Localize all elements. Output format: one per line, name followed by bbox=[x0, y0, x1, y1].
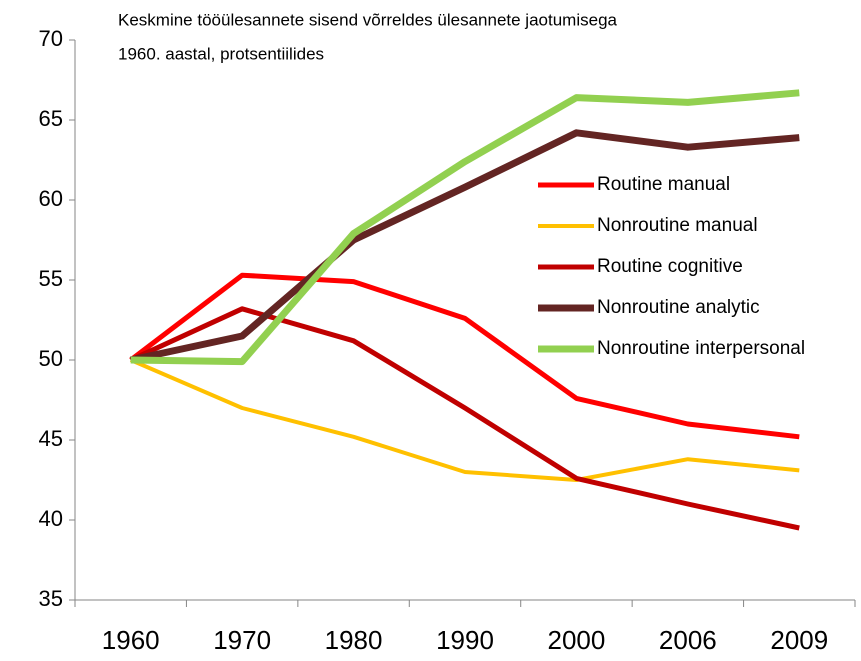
chart-title: 1960. aastal, protsentiilides bbox=[118, 44, 324, 63]
y-tick-label: 60 bbox=[39, 186, 63, 211]
y-tick-label: 45 bbox=[39, 426, 63, 451]
series-line bbox=[130, 89, 800, 366]
legend-label: Nonroutine interpersonal bbox=[597, 338, 805, 359]
x-tick-label: 2009 bbox=[770, 625, 828, 655]
series-line bbox=[129, 358, 800, 482]
y-tick-label: 65 bbox=[39, 106, 63, 131]
y-tick-label: 40 bbox=[39, 506, 63, 531]
legend-label: Routine manual bbox=[597, 174, 730, 195]
x-tick-label: 1960 bbox=[102, 625, 160, 655]
x-tick-label: 1970 bbox=[213, 625, 271, 655]
legend-label: Nonroutine manual bbox=[597, 215, 758, 236]
x-tick-label: 2006 bbox=[659, 625, 717, 655]
series-line bbox=[129, 306, 800, 531]
legend-label: Routine cognitive bbox=[597, 256, 743, 277]
chart-title: Keskmine tööülesannete sisend võrreldes … bbox=[118, 10, 618, 29]
x-tick-label: 1990 bbox=[436, 625, 494, 655]
series-line bbox=[129, 272, 800, 440]
legend-label: Nonroutine analytic bbox=[597, 297, 760, 318]
y-tick-label: 35 bbox=[39, 586, 63, 611]
x-tick-label: 1980 bbox=[325, 625, 383, 655]
y-tick-label: 50 bbox=[39, 346, 63, 371]
series-line bbox=[129, 129, 800, 364]
y-tick-label: 70 bbox=[39, 26, 63, 51]
y-tick-label: 55 bbox=[39, 266, 63, 291]
x-tick-label: 2000 bbox=[548, 625, 606, 655]
